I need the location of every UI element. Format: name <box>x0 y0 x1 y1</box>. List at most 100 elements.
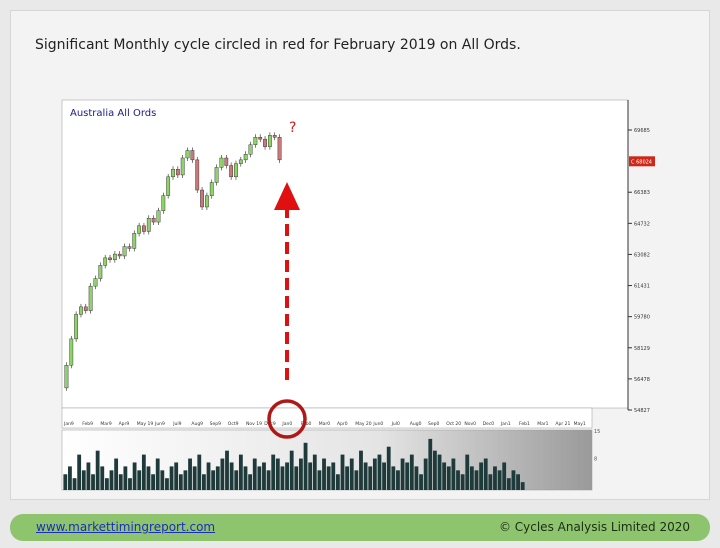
month-label: May 20 <box>355 421 372 427</box>
volume-bar <box>511 470 516 490</box>
volume-bar <box>118 474 123 490</box>
candle-body <box>180 157 185 176</box>
candle-body <box>205 195 209 208</box>
candle-body <box>171 169 175 178</box>
volume-bar <box>132 462 137 490</box>
volume-bar <box>465 454 470 490</box>
volume-bar <box>63 474 68 490</box>
volume-bar <box>382 462 386 490</box>
volume-bar <box>354 470 359 490</box>
candle-body <box>151 218 156 223</box>
candle-body <box>127 246 132 249</box>
volume-bar <box>165 478 169 490</box>
volume-bar <box>497 470 502 490</box>
candle-body <box>263 138 267 147</box>
candle-body <box>88 285 93 311</box>
candle-body <box>122 246 127 257</box>
date-strip <box>61 407 593 429</box>
volume-bar <box>419 474 423 490</box>
volume-bar <box>95 450 100 490</box>
volume-bar <box>100 466 105 490</box>
candle-body <box>238 159 243 164</box>
candle-body <box>253 137 258 145</box>
month-label: Mar0 <box>319 421 330 427</box>
month-label: Sep0 <box>428 421 439 427</box>
month-label: Apr 21 <box>555 421 570 427</box>
y-tick-label: 64732 <box>634 221 650 227</box>
volume-bar <box>506 478 511 490</box>
candle-body <box>272 135 277 138</box>
candle-body <box>166 176 171 196</box>
candle-body <box>190 150 195 161</box>
volume-bar <box>183 470 188 490</box>
candle-body <box>103 257 108 266</box>
candle-body <box>132 233 137 249</box>
volume-bar <box>169 466 174 490</box>
volume-bar <box>72 478 77 490</box>
volume-bar <box>303 442 308 490</box>
volume-bar <box>206 462 211 490</box>
volume-bar <box>391 466 396 490</box>
volume-bar <box>345 466 350 490</box>
volume-bar <box>502 462 507 490</box>
volume-bar <box>312 454 317 490</box>
volume-bar <box>479 462 484 490</box>
volume-bar <box>151 474 155 490</box>
volume-bar <box>109 470 114 490</box>
candle-body <box>195 159 200 191</box>
month-label: Apr0 <box>337 421 348 427</box>
month-label: Feb1 <box>519 421 530 427</box>
volume-bar <box>104 478 109 490</box>
month-label: Oct9 <box>228 421 239 427</box>
volume-bar <box>271 454 276 490</box>
volume-bar <box>446 466 451 490</box>
volume-bar <box>423 458 428 490</box>
volume-bar <box>322 458 326 490</box>
volume-bar <box>414 466 419 490</box>
volume-bar <box>363 462 368 490</box>
candle-body <box>258 137 263 140</box>
volume-bar <box>520 482 525 490</box>
volume-bar <box>77 454 82 490</box>
candle-body <box>175 169 180 176</box>
current-price-box <box>629 156 655 167</box>
candle-body <box>161 195 166 211</box>
volume-bar <box>469 466 474 490</box>
volume-bar <box>275 458 280 490</box>
y-tick-label: 61431 <box>634 284 650 290</box>
volume-bar <box>474 470 479 490</box>
volume-bar <box>155 458 160 490</box>
y-tick-label: 66383 <box>634 190 650 196</box>
candle-body <box>277 137 282 161</box>
cycle-circle <box>267 399 307 439</box>
volume-bar <box>460 474 465 490</box>
candle-body <box>224 157 229 166</box>
volume-bar <box>493 466 497 490</box>
volume-bar <box>326 466 331 490</box>
volume-bar <box>146 466 151 490</box>
volume-bar <box>368 466 373 490</box>
y-tick-label: 56478 <box>634 377 650 383</box>
month-label: Feb9 <box>82 421 93 427</box>
volume-bar <box>451 458 456 490</box>
volume-bar <box>220 458 225 490</box>
candle-body <box>93 278 98 287</box>
volume-bar <box>257 466 262 490</box>
candle-body <box>137 225 141 234</box>
volume-bar <box>81 470 86 490</box>
footer-link[interactable]: www.markettimingreport.com <box>36 520 216 534</box>
candle-body <box>243 154 248 161</box>
volume-bar <box>234 470 239 490</box>
candle-body <box>108 257 112 260</box>
candle-body <box>142 225 146 232</box>
footer: www.markettimingreport.com © Cycles Anal… <box>10 514 710 541</box>
month-label: Jan1 <box>500 421 511 427</box>
volume-bar <box>359 450 363 490</box>
volume-tick-label: 8 <box>594 457 597 463</box>
volume-bar <box>137 470 142 490</box>
volume-bar <box>280 466 285 490</box>
candle-body <box>112 253 117 260</box>
volume-bar <box>433 450 437 490</box>
month-label: Jul0 <box>391 421 400 427</box>
volume-bar <box>188 458 192 490</box>
